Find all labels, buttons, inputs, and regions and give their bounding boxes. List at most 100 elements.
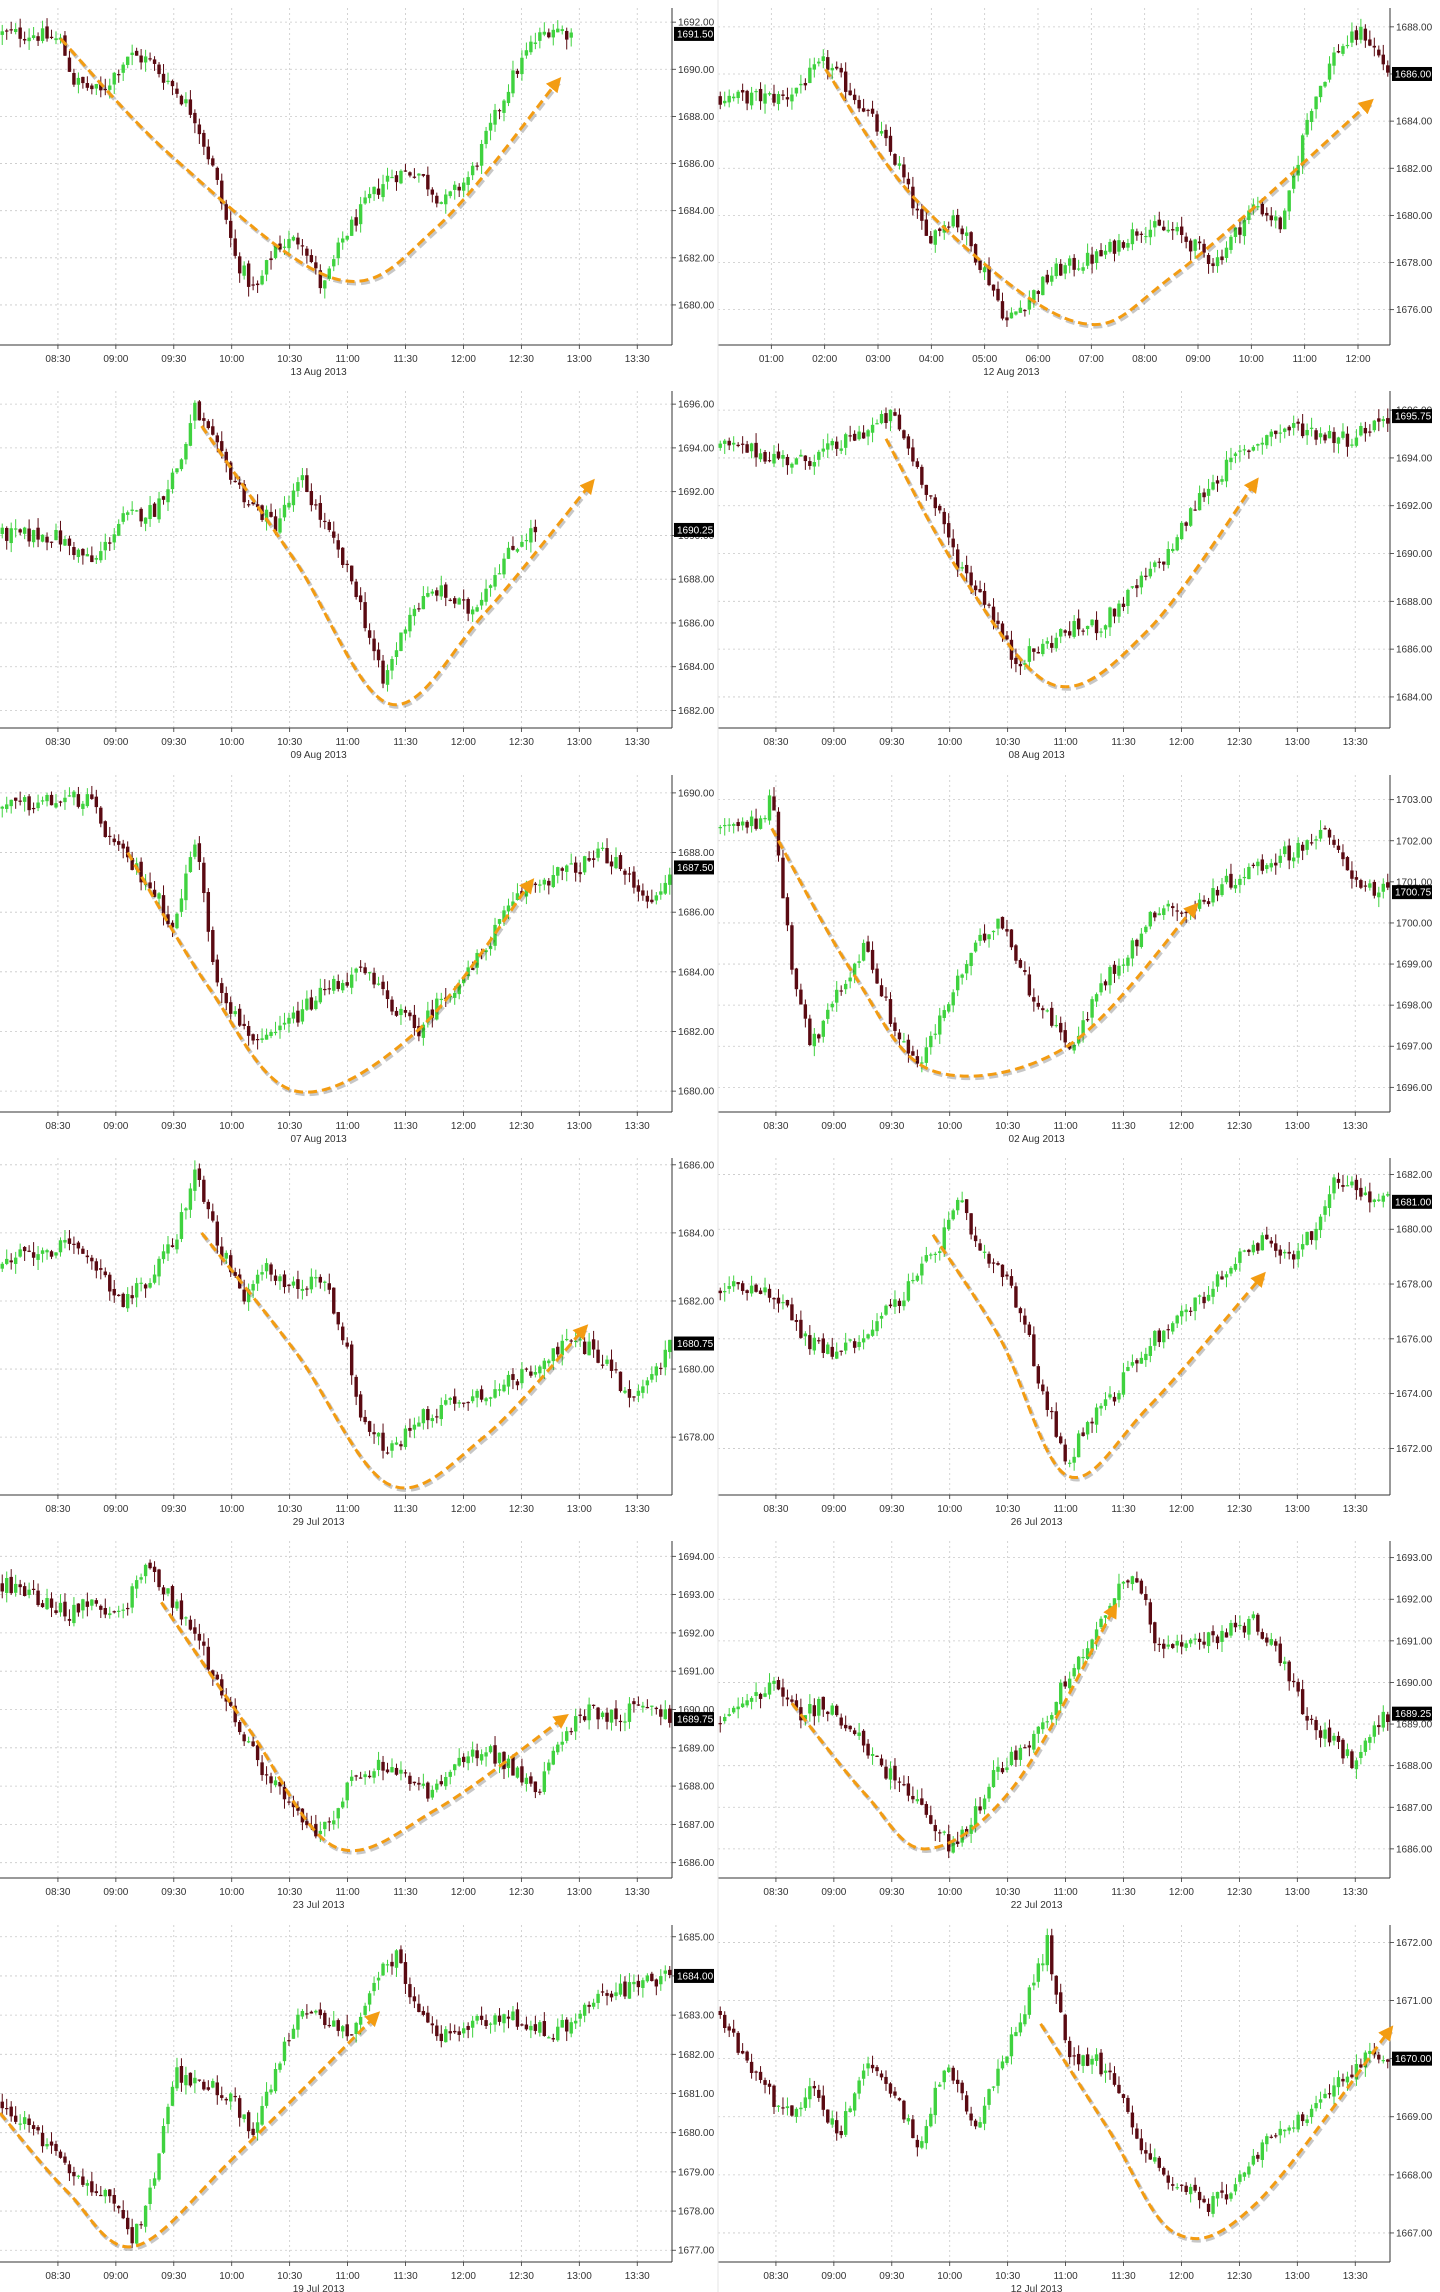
candle xyxy=(332,1287,336,1315)
candle xyxy=(951,209,955,229)
candle xyxy=(736,818,740,832)
candle xyxy=(1359,422,1363,437)
candle xyxy=(193,109,197,134)
candle xyxy=(403,1953,408,1995)
y-tick-label: 1688.00 xyxy=(1396,22,1433,33)
candle xyxy=(54,2140,58,2156)
candle xyxy=(349,1769,354,1787)
candle xyxy=(390,1440,394,1458)
x-tick-label: 13:00 xyxy=(567,1504,592,1515)
candle xyxy=(848,2105,852,2113)
candle xyxy=(1059,1983,1063,2013)
candle xyxy=(399,632,403,652)
y-tick-label: 1680.00 xyxy=(678,1087,715,1098)
candle xyxy=(0,2093,4,2117)
candle xyxy=(749,1696,754,1710)
candle xyxy=(94,1597,99,1607)
candle xyxy=(27,519,31,547)
candle xyxy=(99,541,103,563)
candle xyxy=(524,42,529,59)
candle xyxy=(349,216,354,236)
candle xyxy=(893,2086,897,2099)
candle xyxy=(197,399,202,421)
trend-arrow xyxy=(884,438,1259,689)
candle xyxy=(1238,874,1242,894)
candle xyxy=(1171,1321,1175,1335)
candle xyxy=(978,580,982,593)
candle xyxy=(902,1032,906,1043)
y-tick-label: 1678.00 xyxy=(678,1433,715,1444)
candle xyxy=(1215,249,1220,273)
candle xyxy=(484,1746,488,1767)
candle xyxy=(938,227,942,237)
candle xyxy=(799,983,803,1005)
candle xyxy=(305,2004,309,2019)
candle xyxy=(229,1249,233,1278)
candle xyxy=(1121,1362,1126,1398)
candle xyxy=(45,1588,49,1611)
candle xyxy=(560,1334,564,1366)
candle xyxy=(117,834,121,851)
candle xyxy=(300,999,305,1025)
candle xyxy=(327,1273,331,1295)
candle xyxy=(1381,878,1385,899)
candle xyxy=(224,1688,228,1712)
candle xyxy=(1247,863,1251,880)
candle xyxy=(991,284,996,297)
candle xyxy=(166,2103,170,2134)
x-tick-label: 07:00 xyxy=(1079,354,1104,365)
candle xyxy=(1269,858,1273,872)
candle xyxy=(812,57,817,78)
candle xyxy=(502,99,506,122)
x-tick-label: 12:30 xyxy=(1227,737,1252,748)
trend-arrow-shadow xyxy=(825,70,1373,329)
candle xyxy=(90,1254,94,1270)
candle xyxy=(461,1402,466,1408)
candle xyxy=(85,1592,90,1617)
candle xyxy=(1269,207,1273,227)
candle xyxy=(929,1252,933,1260)
candle xyxy=(448,2023,452,2041)
candle xyxy=(300,467,305,488)
x-tick-label: 11:00 xyxy=(1053,1887,1078,1898)
y-tick-label: 1668.00 xyxy=(1396,2170,1433,2181)
candle xyxy=(843,2101,848,2137)
candle xyxy=(345,1337,349,1349)
candle xyxy=(1126,2095,1130,2114)
candle xyxy=(193,2069,197,2094)
candle xyxy=(502,1379,506,1393)
y-tick-label: 1686.00 xyxy=(678,1160,715,1171)
candle xyxy=(533,1365,538,1378)
candle xyxy=(506,2010,511,2029)
candle xyxy=(5,1249,9,1266)
x-tick-label: 11:30 xyxy=(1111,2271,1136,2282)
candle xyxy=(1188,2183,1193,2203)
candle xyxy=(911,2115,915,2139)
x-tick-label: 08:00 xyxy=(1132,354,1157,365)
candle xyxy=(1050,267,1054,286)
candle xyxy=(942,1005,946,1022)
candle xyxy=(596,1989,600,2010)
candle xyxy=(1045,1715,1049,1729)
candle xyxy=(197,118,202,144)
candle xyxy=(461,177,466,198)
candle xyxy=(435,992,439,1021)
candle xyxy=(94,555,99,564)
candle xyxy=(1121,597,1126,612)
candle xyxy=(745,1289,749,1301)
candle xyxy=(884,1304,888,1316)
candle xyxy=(184,92,188,107)
candle xyxy=(830,1703,834,1716)
candle xyxy=(1166,900,1170,912)
date-label: 12 Jul 2013 xyxy=(1011,2284,1063,2292)
candle xyxy=(1202,1291,1206,1309)
candle xyxy=(1090,996,1094,1028)
y-tick-label: 1691.00 xyxy=(678,1667,715,1678)
candle xyxy=(470,1741,475,1763)
candle xyxy=(573,2013,578,2029)
candle xyxy=(1287,838,1291,870)
candle xyxy=(1014,311,1018,316)
x-tick-label: 13:00 xyxy=(567,1887,592,1898)
candle xyxy=(1144,567,1148,581)
candle xyxy=(569,28,573,47)
